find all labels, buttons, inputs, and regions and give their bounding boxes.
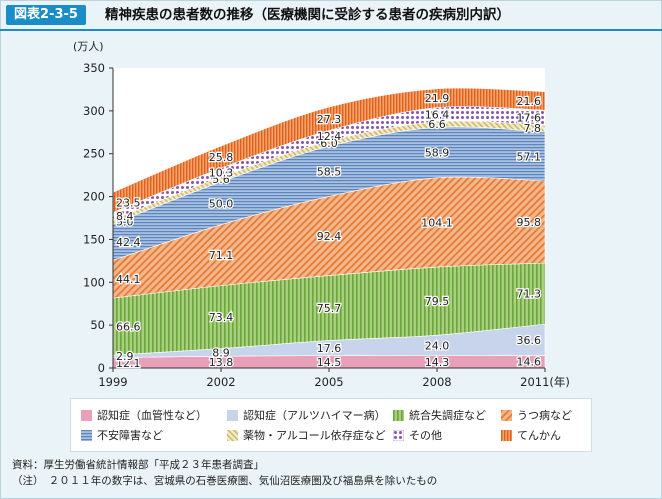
legend-swatch [81,409,92,421]
x-tick-label: 2008 [422,375,451,389]
legend-swatch [501,409,512,421]
x-tick-label: 1999 [98,375,127,389]
x-tick-label: 2011(年) [520,375,570,389]
legend-item-other: その他 [393,427,442,443]
data-label: 16.4 [425,109,450,122]
legend-swatch [227,429,238,441]
legend-item-alzheimer: 認知症（アルツハイマー病） [227,407,386,423]
data-label: 95.8 [517,216,542,229]
y-axis-label: (万人) [73,40,104,53]
data-label: 75.7 [317,302,342,315]
data-label: 12.1 [116,357,141,370]
data-label: 92.4 [317,230,342,243]
figure-header: 図表2-3-5 精神疾患の患者数の推移（医療機関に受診する患者の疾病別内訳） [0,0,662,30]
legend-swatch [227,409,238,421]
axes: 0 50 100 150 200 250 300 350 1999 2002 2005 2008 201… [83,61,570,389]
legend-item-schizophrenia: 統合失調症など [393,407,486,423]
data-label: 21.9 [425,92,450,105]
legend-label: 薬物・アルコール依存症など [243,429,386,442]
data-label: 71.1 [209,249,234,262]
y-tick-label: 300 [83,104,105,118]
y-tick-label: 350 [83,61,105,75]
data-label: 57.1 [517,150,542,163]
data-label: 66.6 [116,321,141,334]
legend-label: 認知症（アルツハイマー病） [243,409,386,422]
data-label: 5.0 [116,215,134,228]
data-labels: 12.1 13.8 14.5 14.3 14.6 2.9 8.9 17.6 24.0 36.6 66… [115,91,542,371]
data-label: 5.6 [212,173,230,186]
x-tick-label: 2002 [206,375,235,389]
data-label: 73.4 [209,311,234,324]
legend-item-depression: うつ病など [501,407,572,423]
y-tick-label: 200 [83,190,105,204]
y-tick-label: 100 [83,275,105,289]
data-label: 8.9 [212,346,230,359]
legend-label: うつ病など [517,409,572,422]
data-label: 104.1 [421,216,453,229]
legend-item-anxiety: 不安障害など [81,427,163,443]
data-label: 14.6 [517,356,542,369]
legend: 認知症（血管性など） 認知症（アルツハイマー病） 統合失調症など うつ病など 不… [70,398,592,452]
data-label: 71.3 [517,288,542,301]
data-label: 17.6 [517,112,542,125]
figure-number-badge: 図表2-3-5 [6,5,86,25]
data-label: 21.6 [517,95,542,108]
y-tick-label: 0 [98,361,105,375]
legend-label: 不安障害など [97,429,163,442]
footnotes: 資料：厚生労働省統計情報部「平成２３年患者調査」 （注） ２０１１年の数字は、宮… [12,457,437,489]
footnote: （注） ２０１１年の数字は、宮城県の石巻医療圏、気仙沼医療圏及び福島県を除いたも… [12,475,438,487]
data-label: 50.0 [209,197,234,210]
legend-label: てんかん [517,429,561,442]
legend-label: その他 [409,429,442,442]
legend-swatch [393,429,404,441]
data-label: 58.9 [425,147,450,160]
legend-item-substance: 薬物・アルコール依存症など [227,427,386,443]
data-label: 14.3 [425,356,450,369]
area-series-7 [112,87,546,213]
data-label: 2.9 [116,350,134,363]
data-label: 79.5 [425,295,450,308]
legend-item-epilepsy: てんかん [501,427,561,443]
data-label: 6.6 [428,118,446,131]
data-label: 8.4 [116,210,134,223]
y-tick-label: 150 [83,232,105,246]
data-label: 36.6 [517,334,542,347]
data-label: 44.1 [116,273,141,286]
data-label: 6.0 [320,137,338,150]
area-layers [112,87,546,369]
stacked-area-chart: 0 50 100 150 200 250 300 350 1999 2002 2005 2008 201… [73,40,570,389]
data-label: 13.8 [209,356,234,369]
legend-swatch [393,409,404,421]
data-label: 14.5 [317,356,342,369]
figure-title: 精神疾患の患者数の推移（医療機関に受診する患者の疾病別内訳） [105,7,510,23]
x-tick-label: 2005 [314,375,343,389]
data-label: 10.3 [209,167,234,180]
legend-label: 統合失調症など [409,409,486,422]
data-label: 7.8 [524,122,542,135]
data-label: 58.5 [317,165,342,178]
data-label: 27.3 [317,113,342,126]
header-rule [0,29,662,31]
data-label: 23.5 [116,196,141,209]
data-label: 25.8 [209,151,234,164]
legend-item-vascular-dementia: 認知症（血管性など） [81,407,207,423]
data-label: 42.4 [116,236,141,249]
legend-label: 認知症（血管性など） [97,409,207,422]
y-tick-label: 250 [83,147,105,161]
legend-swatch [501,429,512,441]
data-label: 17.6 [317,342,342,355]
legend-swatch [81,429,92,441]
data-label: 12.4 [317,130,342,143]
y-tick-label: 50 [90,318,105,332]
source-note: 資料：厚生労働省統計情報部「平成２３年患者調査」 [12,459,264,471]
data-label: 24.0 [425,339,450,352]
